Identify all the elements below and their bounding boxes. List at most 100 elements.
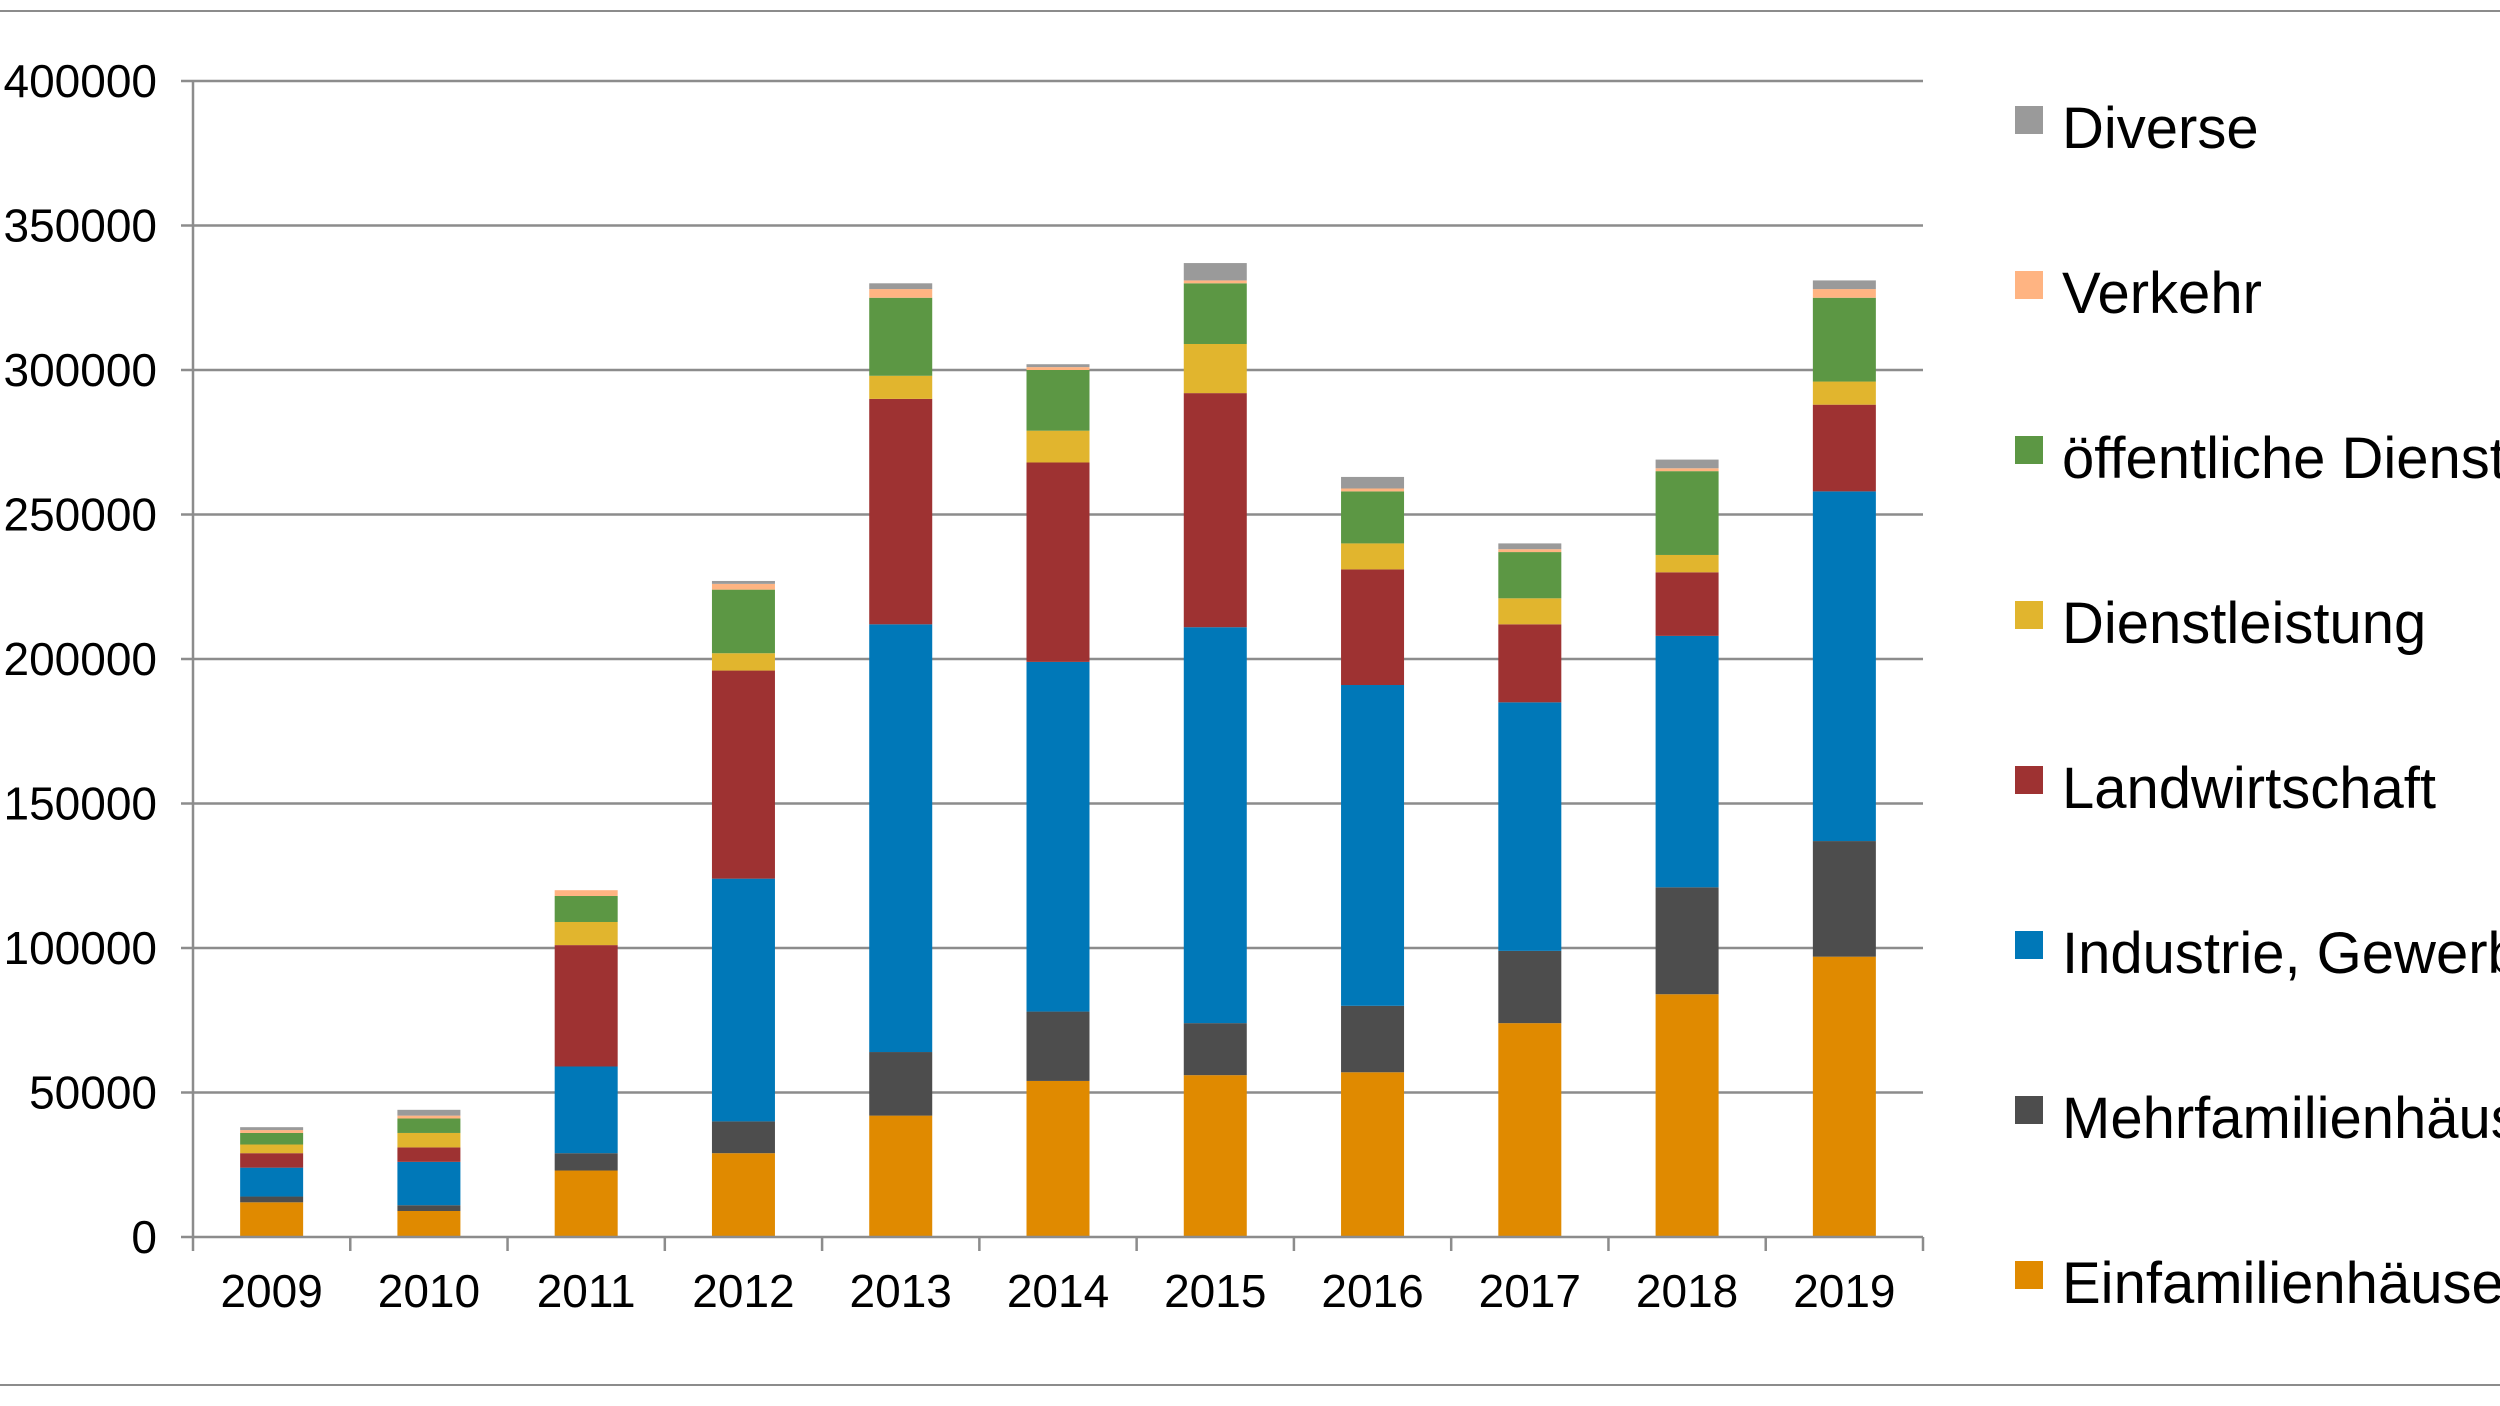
bar-segment bbox=[869, 283, 933, 290]
bar-segment bbox=[1026, 1080, 1090, 1237]
legend-swatch bbox=[2015, 766, 2043, 794]
bar-segment bbox=[1341, 685, 1405, 1006]
bar-segment bbox=[1812, 404, 1876, 492]
x-tick-label: 2013 bbox=[850, 1265, 952, 1317]
bar-segment bbox=[1812, 841, 1876, 957]
bar-segment bbox=[240, 1132, 304, 1145]
bar-segment bbox=[397, 1115, 461, 1119]
bars bbox=[240, 263, 1876, 1237]
bar-segment bbox=[711, 653, 775, 671]
bar-segment bbox=[1655, 572, 1719, 636]
legend-swatch bbox=[2015, 436, 2043, 464]
bar-segment bbox=[1026, 364, 1090, 368]
x-tick-label: 2018 bbox=[1636, 1265, 1738, 1317]
x-tick-label: 2019 bbox=[1793, 1265, 1895, 1317]
y-tick-label: 300000 bbox=[4, 344, 158, 396]
legend-label: Diverse bbox=[2062, 96, 2259, 161]
bar-segment bbox=[1655, 459, 1719, 469]
bar-segment bbox=[240, 1153, 304, 1168]
legend-swatch bbox=[2015, 106, 2043, 134]
bar-segment bbox=[869, 624, 933, 1053]
bar-segment bbox=[554, 1153, 618, 1171]
legend-swatch bbox=[2015, 1096, 2043, 1124]
y-tick-label: 0 bbox=[131, 1211, 157, 1263]
bar-segment bbox=[1183, 393, 1247, 628]
bar-segment bbox=[1341, 1072, 1405, 1237]
bar-segment bbox=[1341, 569, 1405, 686]
bar-segment bbox=[711, 1121, 775, 1154]
legend-label: Mehrfamilienhäuser bbox=[2062, 1086, 2500, 1151]
bar-segment bbox=[869, 398, 933, 625]
bar-segment bbox=[1183, 1075, 1247, 1237]
bar-segment bbox=[1812, 956, 1876, 1237]
legend-swatch bbox=[2015, 931, 2043, 959]
bar-segment bbox=[397, 1161, 461, 1206]
x-axis-ticks: 2009 2010 2011 2012 2013 2014 2015 2016 2017 2018… bbox=[220, 1265, 1895, 1317]
bar-segment bbox=[869, 1052, 933, 1116]
bar-segment bbox=[397, 1147, 461, 1162]
bar-segment bbox=[240, 1196, 304, 1203]
x-tick-label: 2012 bbox=[692, 1265, 794, 1317]
bar-segment bbox=[1812, 280, 1876, 290]
bar-segment bbox=[1498, 549, 1562, 553]
bar-segment bbox=[1812, 297, 1876, 382]
bar-segment bbox=[1812, 289, 1876, 298]
bar-segment bbox=[1026, 430, 1090, 463]
bar-segment bbox=[1655, 887, 1719, 995]
bar-segment bbox=[1812, 491, 1876, 842]
y-tick-label: 350000 bbox=[4, 200, 158, 252]
bar-segment bbox=[1498, 950, 1562, 1024]
bar-segment bbox=[397, 1118, 461, 1133]
bar-segment bbox=[397, 1109, 461, 1116]
bar-segment bbox=[1183, 263, 1247, 281]
bar-segment bbox=[1498, 598, 1562, 625]
bar-segment bbox=[240, 1144, 304, 1154]
bar-segment bbox=[1498, 543, 1562, 550]
legend-label: Einfamilienhäuser bbox=[2062, 1251, 2500, 1316]
bar-segment bbox=[1183, 280, 1247, 284]
legend-label: Dienstleistung bbox=[2062, 591, 2426, 656]
y-tick-label: 250000 bbox=[4, 489, 158, 541]
bar-segment bbox=[1183, 283, 1247, 344]
bar-segment bbox=[869, 375, 933, 399]
legend-label: Verkehr bbox=[2062, 261, 2262, 326]
bar-segment bbox=[240, 1127, 304, 1131]
bar-segment bbox=[1655, 468, 1719, 472]
bar-segment bbox=[240, 1167, 304, 1197]
y-tick-label: 150000 bbox=[4, 778, 158, 830]
bar-segment bbox=[397, 1205, 461, 1211]
bar-segment bbox=[240, 1202, 304, 1237]
bar-segment bbox=[1026, 370, 1090, 431]
bar-segment bbox=[397, 1210, 461, 1237]
bar-segment bbox=[1655, 554, 1719, 573]
axes bbox=[181, 79, 1925, 1251]
bar-segment bbox=[1498, 552, 1562, 599]
bar-segment bbox=[240, 1130, 304, 1133]
bar-segment bbox=[1498, 1023, 1562, 1237]
bar-segment bbox=[1341, 488, 1405, 492]
legend-label: öffentliche Dienste bbox=[2062, 426, 2500, 491]
bar-segment bbox=[711, 589, 775, 654]
bar-segment bbox=[869, 1115, 933, 1237]
bar-segment bbox=[554, 1170, 618, 1237]
y-tick-label: 400000 bbox=[4, 55, 158, 107]
bar-segment bbox=[1812, 381, 1876, 405]
bar-segment bbox=[1341, 476, 1405, 489]
bar-segment bbox=[1341, 543, 1405, 570]
y-tick-label: 50000 bbox=[29, 1067, 157, 1119]
bar-segment bbox=[1026, 462, 1090, 662]
legend-label: Landwirtschaft bbox=[2062, 756, 2436, 821]
bar-segment bbox=[869, 297, 933, 376]
x-tick-label: 2009 bbox=[220, 1265, 322, 1317]
bar-segment bbox=[711, 878, 775, 1122]
bar-segment bbox=[1183, 627, 1247, 1024]
x-tick-label: 2010 bbox=[378, 1265, 480, 1317]
legend-swatch bbox=[2015, 1261, 2043, 1289]
bar-segment bbox=[1183, 1023, 1247, 1076]
bar-segment bbox=[554, 1066, 618, 1154]
y-axis-ticks: 0 50000 100000 150000 200000 250000 300000 3500… bbox=[4, 55, 158, 1263]
bar-segment bbox=[554, 890, 618, 896]
bar-segment bbox=[711, 583, 775, 590]
bar-segment bbox=[1341, 1005, 1405, 1073]
